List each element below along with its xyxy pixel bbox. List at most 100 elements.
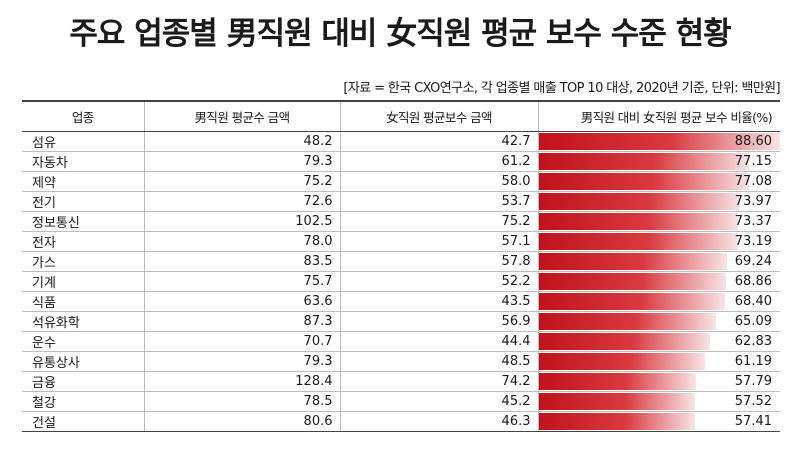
ratio-bar — [538, 233, 738, 250]
table-row: 기계 75.7 52.2 68.86 — [22, 271, 780, 292]
header-female-salary: 女직원 평균보수 금액 — [339, 100, 538, 132]
female-salary-cell: 57.1 — [339, 231, 538, 252]
ratio-bar — [538, 173, 749, 190]
industry-cell: 섬유 — [22, 131, 144, 152]
industry-cell: 철강 — [22, 391, 144, 412]
table-row: 전기 72.6 53.7 73.97 — [22, 191, 780, 212]
ratio-bar — [538, 193, 741, 210]
industry-cell: 전기 — [22, 191, 144, 212]
male-salary-cell: 72.6 — [143, 191, 340, 212]
female-salary-cell: 52.2 — [339, 271, 538, 292]
table-row: 제약 75.2 58.0 77.08 — [22, 171, 780, 192]
ratio-label: 57.41 — [734, 414, 772, 429]
ratio-cell: 73.97 — [537, 191, 780, 212]
table-row: 석유화학 87.3 56.9 65.09 — [22, 311, 780, 332]
header-industry: 업종 — [22, 100, 144, 132]
female-salary-cell: 43.5 — [339, 291, 538, 312]
table-row: 금융 128.4 74.2 57.79 — [22, 371, 780, 392]
header-row: 업종 男직원 평균수 금액 女직원 평균보수 금액 男직원 대비 女직원 평균 … — [22, 100, 780, 132]
ratio-bar — [538, 153, 749, 170]
ratio-label: 68.86 — [734, 274, 772, 289]
ratio-cell: 77.08 — [537, 171, 780, 192]
industry-cell: 석유화학 — [22, 311, 144, 332]
industry-cell: 정보통신 — [22, 211, 144, 232]
ratio-cell: 57.79 — [537, 371, 780, 392]
ratio-cell: 61.19 — [537, 351, 780, 372]
ratio-cell: 73.19 — [537, 231, 780, 252]
ratio-bar — [538, 313, 716, 330]
ratio-cell: 68.86 — [537, 271, 780, 292]
table-row: 철강 78.5 45.2 57.52 — [22, 391, 780, 412]
industry-cell: 가스 — [22, 251, 144, 272]
ratio-label: 77.08 — [734, 174, 772, 189]
table-row: 가스 83.5 57.8 69.24 — [22, 251, 780, 272]
ratio-label: 77.15 — [734, 154, 772, 169]
industry-cell: 자동차 — [22, 151, 144, 172]
male-salary-cell: 87.3 — [143, 311, 340, 332]
table-row: 운수 70.7 44.4 62.83 — [22, 331, 780, 352]
male-salary-cell: 63.6 — [143, 291, 340, 312]
female-salary-cell: 74.2 — [339, 371, 538, 392]
ratio-label: 73.37 — [734, 214, 772, 229]
salary-table: 업종 男직원 평균수 금액 女직원 평균보수 금액 男직원 대비 女직원 평균 … — [22, 100, 780, 432]
ratio-bar — [538, 333, 710, 350]
ratio-cell: 68.40 — [537, 291, 780, 312]
table-row: 유통상사 79.3 48.5 61.19 — [22, 351, 780, 372]
industry-cell: 유통상사 — [22, 351, 144, 372]
table-row: 섬유 48.2 42.7 88.60 — [22, 131, 780, 152]
male-salary-cell: 75.7 — [143, 271, 340, 292]
ratio-bar — [538, 393, 696, 410]
ratio-label: 62.83 — [734, 334, 772, 349]
female-salary-cell: 61.2 — [339, 151, 538, 172]
ratio-cell: 57.41 — [537, 411, 780, 432]
industry-cell: 제약 — [22, 171, 144, 192]
industry-cell: 운수 — [22, 331, 144, 352]
ratio-bar — [538, 353, 706, 370]
table-row: 정보통신 102.5 75.2 73.37 — [22, 211, 780, 232]
female-salary-cell: 45.2 — [339, 391, 538, 412]
female-salary-cell: 44.4 — [339, 331, 538, 352]
ratio-cell: 73.37 — [537, 211, 780, 232]
ratio-cell: 57.52 — [537, 391, 780, 412]
male-salary-cell: 78.0 — [143, 231, 340, 252]
ratio-cell: 65.09 — [537, 311, 780, 332]
industry-cell: 기계 — [22, 271, 144, 292]
male-salary-cell: 79.3 — [143, 351, 340, 372]
ratio-cell: 69.24 — [537, 251, 780, 272]
ratio-label: 68.40 — [734, 294, 772, 309]
female-salary-cell: 53.7 — [339, 191, 538, 212]
male-salary-cell: 80.6 — [143, 411, 340, 432]
ratio-bar — [538, 373, 697, 390]
male-salary-cell: 78.5 — [143, 391, 340, 412]
ratio-bar — [538, 413, 695, 430]
ratio-bar — [538, 293, 725, 310]
male-salary-cell: 70.7 — [143, 331, 340, 352]
female-salary-cell: 42.7 — [339, 131, 538, 152]
female-salary-cell: 57.8 — [339, 251, 538, 272]
female-salary-cell: 46.3 — [339, 411, 538, 432]
header-male-salary: 男직원 평균수 금액 — [143, 100, 340, 132]
ratio-cell: 62.83 — [537, 331, 780, 352]
ratio-label: 65.09 — [734, 314, 772, 329]
ratio-label: 69.24 — [734, 254, 772, 269]
industry-cell: 건설 — [22, 411, 144, 432]
female-salary-cell: 48.5 — [339, 351, 538, 372]
table-row: 전자 78.0 57.1 73.19 — [22, 231, 780, 252]
male-salary-cell: 75.2 — [143, 171, 340, 192]
chart-title: 주요 업종별 男직원 대비 女직원 평균 보수 수준 현황 — [69, 16, 731, 52]
ratio-label: 73.97 — [734, 194, 772, 209]
ratio-label: 57.79 — [734, 374, 772, 389]
male-salary-cell: 83.5 — [143, 251, 340, 272]
industry-cell: 전자 — [22, 231, 144, 252]
table-body: 섬유 48.2 42.7 88.60 자동차 79.3 61.2 77.15 제약 75.2 58.… — [22, 131, 780, 432]
male-salary-cell: 102.5 — [143, 211, 340, 232]
industry-cell: 금융 — [22, 371, 144, 392]
header-ratio: 男직원 대비 女직원 평균 보수 비율(%) — [537, 100, 780, 132]
table-row: 건설 80.6 46.3 57.41 — [22, 411, 780, 432]
industry-cell: 식품 — [22, 291, 144, 312]
male-salary-cell: 48.2 — [143, 131, 340, 152]
ratio-bar — [538, 213, 739, 230]
ratio-cell: 88.60 — [537, 131, 780, 152]
ratio-bar — [538, 253, 728, 270]
male-salary-cell: 79.3 — [143, 151, 340, 172]
